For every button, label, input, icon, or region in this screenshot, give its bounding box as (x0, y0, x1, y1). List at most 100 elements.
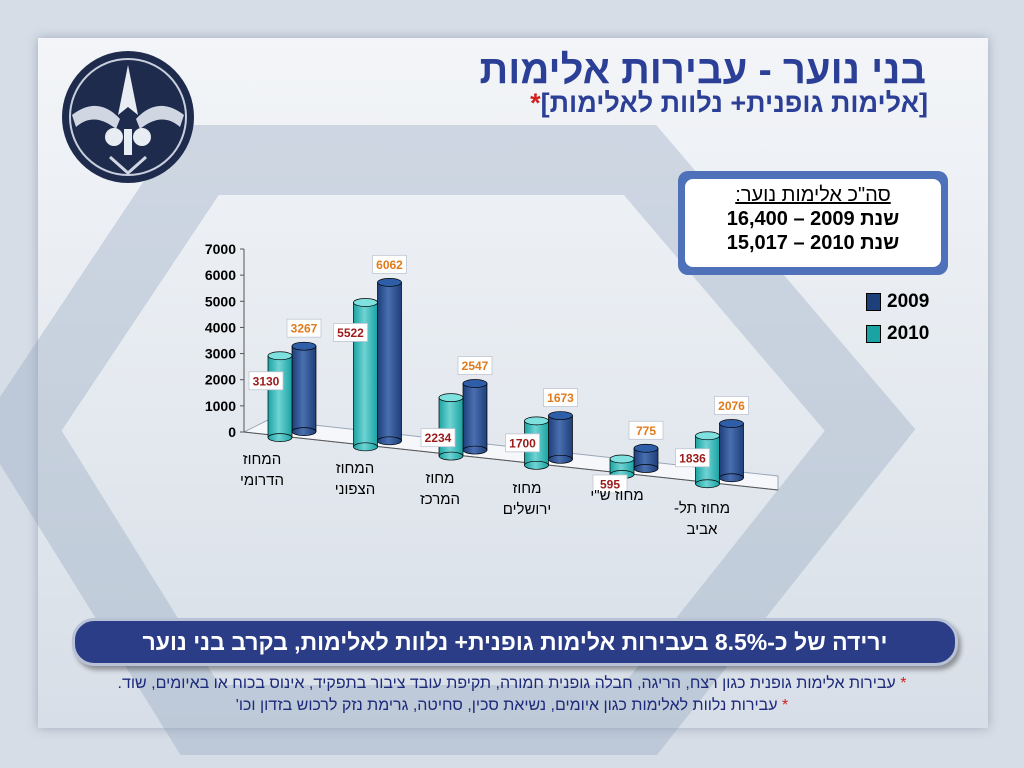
bar-base (548, 454, 573, 464)
data-label-text: 775 (636, 424, 656, 438)
data-label-text: 3267 (291, 322, 318, 336)
data-label-box (543, 388, 578, 407)
summary-inner: סה"כ אלימות נוער: שנת 2009 – 16,400 שנת … (685, 179, 941, 267)
footnote-2-mark: * (782, 697, 789, 714)
x-category-label-6: מחוז תל-אביב (674, 500, 730, 538)
data-label-text: 2234 (425, 431, 452, 445)
bar-2009-6 (719, 419, 744, 483)
footnote-1-text: עבירות אלימות גופנית כגון רצח, הריגה, חב… (117, 675, 896, 692)
bar-top (633, 443, 659, 453)
data-label-text: 1700 (509, 436, 536, 450)
bar-2010-1 (267, 351, 293, 442)
bar-base (695, 479, 720, 489)
y-tick-label: 7000 (205, 241, 236, 257)
x-category-label-4: מחוז ירושלים (503, 480, 551, 518)
bar-base (719, 473, 744, 483)
bar-body (548, 415, 573, 460)
bar-2009-3 (462, 379, 488, 455)
data-label-text: 5522 (337, 326, 364, 340)
bar-base (633, 464, 659, 473)
data-label-text: 2547 (462, 359, 489, 373)
y-tick-label: 4000 (205, 319, 236, 335)
bar-2009-4 (548, 411, 573, 464)
bar-2009-5 (633, 443, 659, 473)
bar-top (695, 431, 720, 441)
y-tick-label: 0 (228, 424, 236, 440)
data-label-2010-3: 2234 (420, 428, 456, 448)
police-emblem-logo (62, 51, 194, 183)
data-label-box (505, 433, 540, 453)
bar-top (438, 393, 464, 403)
data-label-2010-4: 1700 (505, 433, 540, 453)
data-label-box (457, 356, 493, 375)
y-tick-label: 2000 (205, 372, 236, 388)
summary-box: סה"כ אלימות נוער: שנת 2009 – 16,400 שנת … (678, 171, 948, 275)
data-label-text: 595 (600, 477, 620, 491)
bar-2010-2 (353, 298, 378, 452)
data-label-box (714, 396, 749, 415)
banner-text: ירידה של כ-8.5% בעבירות אלימות גופנית+ נ… (142, 629, 888, 655)
legend-label-2009: 2009 (887, 291, 930, 312)
y-tick-label: 6000 (205, 267, 236, 283)
subtitle-asterisk: * (530, 88, 541, 118)
bar-top (548, 411, 573, 420)
data-label-2010-1: 3130 (248, 371, 284, 391)
data-label-2010-5: 595 (592, 474, 628, 494)
footnote-1-mark: * (900, 675, 907, 692)
bar-body (291, 345, 317, 432)
data-label-box (420, 428, 456, 448)
data-label-2009-3: 2547 (457, 356, 493, 375)
data-label-box (372, 254, 407, 274)
bar-top (719, 419, 744, 428)
footnote-1: * עבירות אלימות גופנית כגון רצח, הריגה, … (40, 673, 984, 695)
data-label-box (333, 323, 368, 342)
bar-top (291, 341, 317, 351)
bar-base (524, 460, 549, 470)
legend-label-2010: 2010 (887, 323, 930, 344)
page-title: בני נוער - עבירות אלימות (479, 48, 926, 92)
footnote-2: * עבירות נלוות לאלימות כגון איומים, נשיא… (40, 695, 984, 717)
x-axis-line (243, 431, 779, 491)
data-label-text: 3130 (253, 374, 280, 388)
bar-body (438, 397, 464, 457)
bar-2010-3 (438, 393, 464, 461)
bar-body (267, 355, 293, 438)
subtitle-text: [אלימות גופנית+ נלוות לאלימות] (540, 88, 928, 118)
x-category-label-5: מחוז ש"י (590, 487, 643, 504)
summary-banner: ירידה של כ-8.5% בעבירות אלימות גופנית+ נ… (72, 618, 958, 666)
x-category-label-2: המחוז הצפוני (335, 460, 375, 498)
bar-2010-6 (695, 431, 720, 489)
legend-swatch-2009 (866, 293, 881, 311)
summary-line-2010: שנת 2010 – 15,017 (726, 232, 900, 254)
footnotes: * עבירות אלימות גופנית כגון רצח, הריגה, … (40, 673, 984, 717)
bar-base (438, 451, 464, 461)
summary-title: סה"כ אלימות נוער: (735, 184, 891, 206)
slide-frame (38, 38, 988, 728)
data-label-2009-1: 3267 (286, 318, 322, 338)
data-label-box (592, 474, 628, 494)
data-label-text: 2076 (718, 399, 745, 413)
bar-body (377, 281, 402, 442)
bar-base (291, 427, 317, 436)
data-label-box (675, 448, 710, 468)
bar-body (719, 423, 744, 479)
bar-top (267, 351, 293, 361)
x-category-label-3: מחוז המרכז (420, 470, 460, 508)
data-label-text: 6062 (376, 258, 403, 272)
y-tick-label: 5000 (205, 293, 236, 309)
bar-base (267, 433, 293, 442)
data-label-2009-4: 1673 (543, 388, 578, 407)
legend-swatch-2010 (866, 325, 881, 343)
data-label-box (286, 318, 322, 338)
bar-base (353, 442, 378, 452)
bar-2009-1 (291, 341, 317, 436)
legend-item-2009: 2009 (866, 286, 929, 318)
chart-legend: 2009 2010 (866, 286, 929, 350)
y-tick-label: 3000 (205, 346, 236, 362)
bar-body (462, 383, 488, 451)
data-label-box (628, 420, 664, 440)
bar-base (377, 436, 402, 446)
page-subtitle: [אלימות גופנית+ נלוות לאלימות]* (530, 88, 928, 119)
data-label-2009-6: 2076 (714, 396, 749, 415)
data-label-2009-2: 6062 (372, 254, 407, 274)
